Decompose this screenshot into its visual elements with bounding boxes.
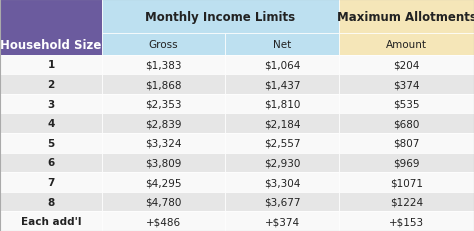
Bar [102,94,225,114]
Bar [0,94,102,114]
Text: Amount: Amount [386,40,427,50]
Text: $535: $535 [393,99,419,109]
Bar [225,153,339,173]
Bar [339,94,474,114]
Text: $2,557: $2,557 [264,138,301,148]
Bar [225,173,339,192]
Bar [102,212,225,231]
Text: $2,930: $2,930 [264,158,300,168]
Text: $4,295: $4,295 [145,177,182,187]
Text: +$486: +$486 [146,216,181,226]
Text: 8: 8 [47,197,55,207]
Bar [339,192,474,212]
Bar [225,94,339,114]
Text: $1,810: $1,810 [264,99,300,109]
Text: $4,780: $4,780 [146,197,182,207]
Text: $3,324: $3,324 [145,138,182,148]
Text: $1224: $1224 [390,197,423,207]
Bar [102,114,225,134]
Bar [339,0,474,34]
Text: $204: $204 [393,60,419,70]
Bar [225,192,339,212]
Bar [225,212,339,231]
Text: $2,353: $2,353 [145,99,182,109]
Text: Net: Net [273,40,291,50]
Bar [339,34,474,55]
Text: 5: 5 [47,138,55,148]
Bar [102,192,225,212]
Bar [225,114,339,134]
Text: $969: $969 [393,158,419,168]
Text: Gross: Gross [149,40,178,50]
Text: $807: $807 [393,138,419,148]
Text: 2: 2 [47,80,55,90]
Bar [339,55,474,75]
Bar [339,212,474,231]
Text: Household Size: Household Size [0,38,101,51]
Text: $3,677: $3,677 [264,197,301,207]
Text: $2,839: $2,839 [145,119,182,129]
Bar [0,212,102,231]
Text: 7: 7 [47,177,55,187]
Bar [0,134,102,153]
Bar [102,0,339,34]
Text: $1,868: $1,868 [145,80,182,90]
Bar [0,153,102,173]
Text: $1,437: $1,437 [264,80,301,90]
Text: $374: $374 [393,80,419,90]
Bar [339,153,474,173]
Text: $3,809: $3,809 [146,158,182,168]
Bar [102,153,225,173]
Bar [225,34,339,55]
Bar [339,134,474,153]
Bar [225,55,339,75]
Text: +$374: +$374 [264,216,300,226]
Text: $1,064: $1,064 [264,60,300,70]
Bar [0,192,102,212]
Bar [102,173,225,192]
Text: 3: 3 [47,99,55,109]
Bar [225,75,339,94]
Bar [102,55,225,75]
Text: $2,184: $2,184 [264,119,301,129]
Bar [0,173,102,192]
Text: Each add'l: Each add'l [21,216,81,226]
Bar [0,0,102,55]
Text: Monthly Income Limits: Monthly Income Limits [146,11,295,24]
Bar [339,75,474,94]
Bar [102,75,225,94]
Text: 6: 6 [47,158,55,168]
Bar [102,134,225,153]
Text: $1,383: $1,383 [145,60,182,70]
Bar [225,134,339,153]
Text: +$153: +$153 [389,216,424,226]
Bar [0,55,102,75]
Bar [339,114,474,134]
Text: $1071: $1071 [390,177,423,187]
Bar [0,114,102,134]
Text: 4: 4 [47,119,55,129]
Bar [0,75,102,94]
Text: $680: $680 [393,119,419,129]
Text: $3,304: $3,304 [264,177,300,187]
Bar [102,34,225,55]
Text: 1: 1 [47,60,55,70]
Bar [339,173,474,192]
Text: Maximum Allotments: Maximum Allotments [337,11,474,24]
